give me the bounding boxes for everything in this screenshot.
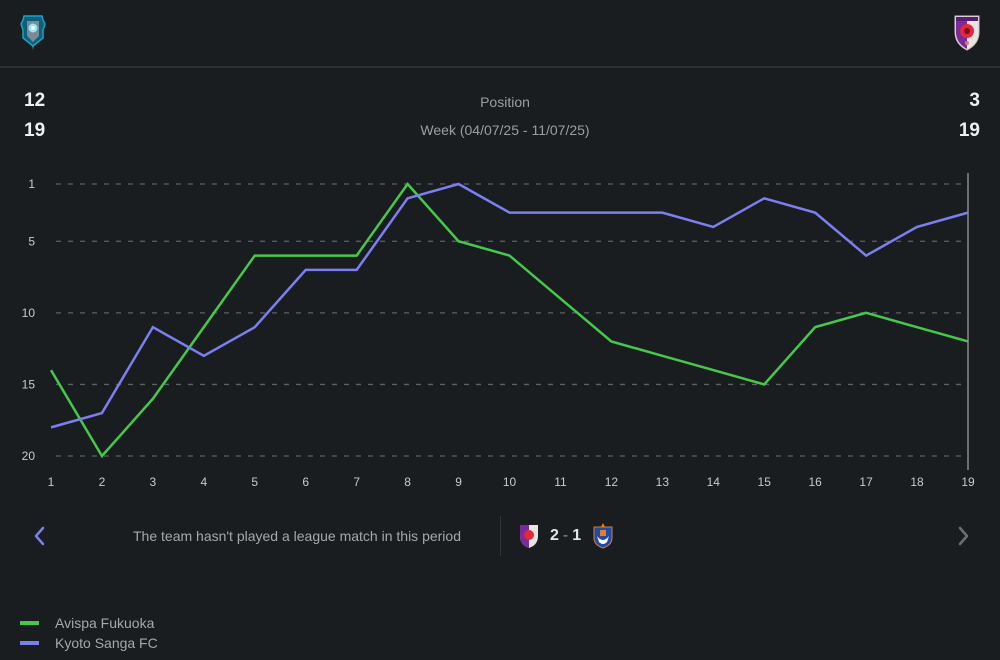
albirex-niigata-crest-icon <box>593 523 613 549</box>
y-tick-label: 1 <box>28 177 35 191</box>
match-navigation: The team hasn't played a league match in… <box>0 512 1000 560</box>
x-tick-label[interactable]: 18 <box>910 475 924 489</box>
home-position: 12 <box>24 90 46 111</box>
match-score: 2-1 <box>550 527 582 545</box>
y-tick-label: 20 <box>22 449 36 463</box>
x-tick-label[interactable]: 16 <box>808 475 822 489</box>
y-tick-label: 15 <box>22 377 36 391</box>
header <box>0 0 1000 68</box>
x-tick-label[interactable]: 10 <box>503 475 517 489</box>
divider <box>500 516 501 556</box>
x-tick-label[interactable]: 11 <box>554 475 567 489</box>
home-week: 19 <box>24 120 46 141</box>
y-tick-label: 5 <box>28 234 35 248</box>
kyoto-sanga-crest-icon <box>520 525 538 548</box>
away-position: 3 <box>969 90 980 111</box>
chart-grid <box>56 183 968 457</box>
x-tick-label[interactable]: 2 <box>99 475 106 489</box>
legend-item-kyoto[interactable]: Kyoto Sanga FC <box>20 633 158 653</box>
x-axis-ticks: 1 2 3 4 5 6 7 8 9 10 11 12 13 14 15 16 17 18 19 <box>48 475 975 489</box>
x-tick-label[interactable]: 13 <box>656 475 670 489</box>
avispa-fukuoka-crest-icon[interactable] <box>19 12 47 52</box>
x-tick-label[interactable]: 17 <box>859 475 873 489</box>
kyoto-sanga-crest-icon[interactable] <box>953 12 981 52</box>
x-tick-label[interactable]: 3 <box>150 475 157 489</box>
chevron-left-icon[interactable] <box>28 520 52 552</box>
x-tick-label[interactable]: 19 <box>961 475 975 489</box>
x-tick-label[interactable]: 9 <box>455 475 462 489</box>
no-match-message: The team hasn't played a league match in… <box>133 528 461 544</box>
chart-series <box>49 181 969 459</box>
x-tick-label[interactable]: 15 <box>758 475 772 489</box>
away-week: 19 <box>958 120 980 141</box>
legend-label: Avispa Fukuoka <box>55 615 155 631</box>
chevron-right-icon[interactable] <box>951 520 975 552</box>
legend-swatch <box>20 621 39 625</box>
home-score: 2 <box>550 527 560 544</box>
series-line-kyoto-sanga-fc[interactable] <box>50 182 969 429</box>
x-tick-label[interactable]: 1 <box>48 475 55 489</box>
metric-label: Position <box>480 94 530 110</box>
x-tick-label[interactable]: 4 <box>200 475 207 489</box>
legend-label: Kyoto Sanga FC <box>55 635 158 651</box>
x-tick-label[interactable]: 5 <box>251 475 258 489</box>
score-separator: - <box>562 527 570 544</box>
x-tick-label[interactable]: 7 <box>353 475 360 489</box>
legend-swatch <box>20 641 39 645</box>
y-tick-label: 10 <box>22 306 36 320</box>
period-label: Week (04/07/25 - 11/07/25) <box>420 122 590 138</box>
x-tick-label[interactable]: 12 <box>605 475 619 489</box>
chart-legend: Avispa Fukuoka Kyoto Sanga FC <box>20 613 158 653</box>
x-tick-label[interactable]: 6 <box>302 475 309 489</box>
match-result[interactable]: 2-1 <box>518 522 614 550</box>
x-tick-label[interactable]: 14 <box>707 475 721 489</box>
x-tick-label[interactable]: 8 <box>404 475 411 489</box>
away-score: 1 <box>572 527 583 544</box>
legend-item-avispa[interactable]: Avispa Fukuoka <box>20 613 158 633</box>
